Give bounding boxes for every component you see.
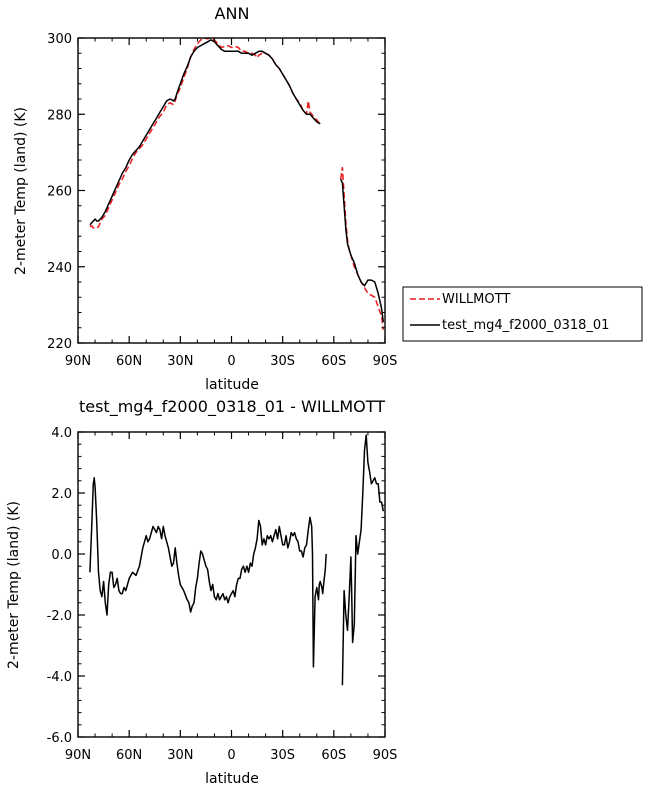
top-chart-title: ANN	[215, 4, 250, 23]
series-line-test-mg4-f2000-0318-01-segment-1	[340, 178, 385, 323]
y-tick-label: -4.0	[47, 670, 72, 685]
y-tick-label: -2.0	[47, 609, 72, 624]
x-tick-label: 90S	[373, 354, 398, 369]
bottom-chart-xlabel: latitude	[205, 771, 259, 787]
y-tick-label: 2.0	[51, 487, 72, 502]
x-tick-label: 30N	[167, 748, 193, 763]
series-line-difference-segment-0	[89, 477, 327, 668]
bottom-x-axis: 90N 60N 30N 0 30S 60S 90S	[65, 432, 398, 763]
y-tick-label: 260	[47, 185, 72, 200]
x-tick-label: 60N	[116, 748, 142, 763]
legend: WILLMOTT test_mg4_f2000_0318_01	[402, 286, 643, 342]
x-tick-label: 0	[227, 748, 235, 763]
bottom-chart: test_mg4_f2000_0318_01 - WILLMOTT 2-mete…	[6, 397, 397, 787]
bottom-plot-area	[89, 434, 385, 686]
x-tick-label: 60S	[321, 748, 346, 763]
x-tick-label: 0	[227, 354, 235, 369]
y-tick-label: 240	[47, 261, 72, 276]
legend-label-willmott: WILLMOTT	[442, 292, 510, 307]
x-tick-label: 30N	[167, 354, 193, 369]
x-tick-label: 90S	[373, 748, 398, 763]
top-x-axis: 90N 60N 30N 0 30S 60S 90S	[65, 38, 398, 369]
x-tick-label: 60S	[321, 354, 346, 369]
series-line-willmott-segment-1	[339, 166, 385, 330]
x-tick-label: 90N	[65, 748, 91, 763]
series-line-difference-segment-1	[341, 434, 385, 686]
x-tick-label: 60N	[116, 354, 142, 369]
x-tick-label: 30S	[270, 354, 295, 369]
x-tick-label: 90N	[65, 354, 91, 369]
top-chart-xlabel: latitude	[205, 377, 259, 393]
top-chart-ylabel: 2-meter Temp (land) (K)	[13, 107, 29, 275]
y-tick-label: 0.0	[51, 548, 72, 563]
x-tick-label: 30S	[270, 748, 295, 763]
series-line-test-mg4-f2000-0318-01-segment-0	[89, 39, 321, 226]
bottom-chart-title: test_mg4_f2000_0318_01 - WILLMOTT	[79, 397, 385, 417]
series-line-willmott-segment-0	[89, 37, 321, 230]
y-tick-label: 220	[47, 337, 72, 352]
y-tick-label: 280	[47, 108, 72, 123]
top-plot-frame	[77, 37, 386, 344]
legend-label-test: test_mg4_f2000_0318_01	[442, 318, 609, 333]
top-y-axis: 220 240 260 280 300	[47, 32, 385, 352]
bottom-y-axis: -6.0 -4.0 -2.0 0.0 2.0 4.0	[47, 426, 385, 746]
top-plot-area	[89, 37, 385, 330]
bottom-plot-frame	[77, 431, 386, 738]
y-tick-label: 4.0	[51, 426, 72, 441]
y-tick-label: -6.0	[47, 731, 72, 746]
legend-box	[402, 286, 643, 342]
bottom-chart-ylabel: 2-meter Temp (land) (K)	[6, 501, 22, 669]
top-chart: ANN 2-meter Temp (land) (K) 220 240 260 280…	[13, 4, 397, 393]
y-tick-label: 300	[47, 32, 72, 47]
